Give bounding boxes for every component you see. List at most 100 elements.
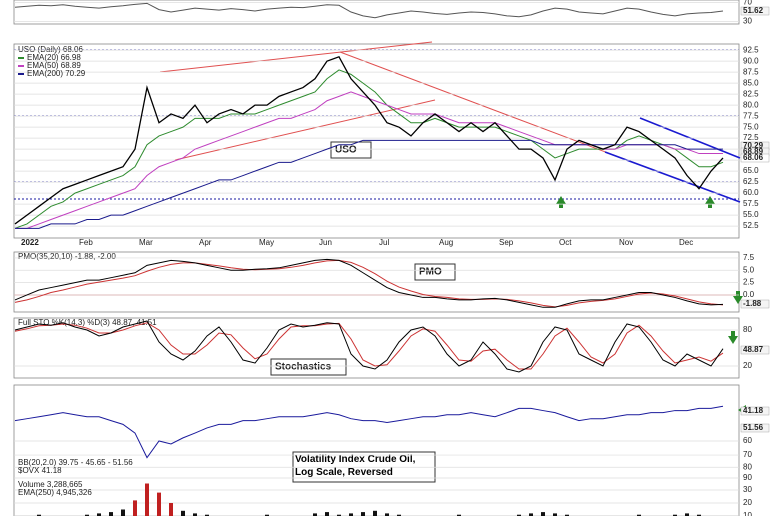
x-tick-label: Sep <box>499 238 514 247</box>
price-tag: 48.87 <box>743 345 764 354</box>
panel-title: PMO(35,20,10) -1.88, -2.00 <box>18 252 116 261</box>
y-tick-label: 60 <box>743 436 752 445</box>
x-tick-label: Oct <box>559 238 572 247</box>
y-tick-label: 90 <box>743 473 752 482</box>
price-tag-bg <box>740 299 770 309</box>
volume-bar <box>529 513 533 516</box>
legend-entry: EMA(50) 68.89 <box>27 61 81 70</box>
y-tick-label: 72.5 <box>743 133 759 142</box>
y-tick-label: 62.5 <box>743 177 759 186</box>
annotation: Volatility Index Crude Oil, Log Scale, R… <box>295 454 416 478</box>
volume-bar <box>541 512 545 516</box>
series-line <box>14 259 724 308</box>
legend-entry: EMA(250) 4,945,326 <box>18 488 92 497</box>
y-tick-label: 20 <box>743 361 752 370</box>
panel-frames <box>13 0 740 516</box>
y-tick-label: 30 <box>743 485 752 494</box>
y-tick-label: 30 <box>743 17 752 26</box>
volume-bar <box>133 500 137 516</box>
y-tick-label: 5.0 <box>743 265 755 274</box>
x-tick-label: Aug <box>439 238 453 247</box>
annotation-box <box>330 141 372 159</box>
series-line <box>14 55 724 225</box>
legend-entry: $OVX 41.18 <box>18 466 62 475</box>
volume-bar <box>109 512 113 516</box>
volume-bar <box>169 503 173 516</box>
x-tick-label: Apr <box>199 238 212 247</box>
volume-bar <box>157 492 161 516</box>
y-tick-label: 0.0 <box>743 290 755 299</box>
volume-bar <box>193 513 197 516</box>
volume-bar <box>361 512 365 516</box>
price-tag-bg <box>740 423 770 433</box>
price-tag-bg <box>740 345 770 355</box>
volume-bar <box>637 514 641 516</box>
volume-bar <box>205 514 209 516</box>
y-tick-label: 57.5 <box>743 199 759 208</box>
price-tag: 68.89 <box>743 147 764 156</box>
volume-bar <box>85 514 89 516</box>
legend-entry: EMA(200) 70.29 <box>27 69 86 78</box>
y-tick-label: 70 <box>743 0 752 7</box>
legend-entry: BB(20,2.0) 39.75 - 45.65 - 51.56 <box>18 458 133 467</box>
x-tick-label: Feb <box>79 238 93 247</box>
y-tick-label: 65.0 <box>743 166 759 175</box>
y-tick-label: 52.5 <box>743 221 759 230</box>
y-tick-label: 20 <box>743 498 752 507</box>
y-tick-label: 90.0 <box>743 56 759 65</box>
y-tick-label: 55.0 <box>743 210 759 219</box>
volume-bar <box>385 513 389 516</box>
legend-swatch <box>18 73 24 75</box>
volume-bar <box>553 513 557 516</box>
annotation: USO <box>335 145 357 156</box>
price-tag: 68.06 <box>743 153 764 162</box>
volume-bar <box>397 514 401 516</box>
volume-bar <box>457 514 461 516</box>
price-tag: -1.88 <box>743 299 762 308</box>
volume-bar <box>121 509 125 516</box>
price-tag-bg <box>740 153 770 163</box>
y-tick-label: 77.5 <box>743 111 759 120</box>
y-tick-label: 80 <box>743 462 752 471</box>
legend-swatch <box>18 57 24 59</box>
series-line <box>14 2 724 19</box>
volume-bar <box>673 514 677 516</box>
volume-bar <box>37 514 41 516</box>
y-tick-label: 75.0 <box>743 122 759 131</box>
panel-title: USO (Daily) 68.06 <box>18 45 83 54</box>
y-tick-label: 60.0 <box>743 188 759 197</box>
x-tick-label: Nov <box>619 238 633 247</box>
series-line <box>15 139 723 229</box>
y-tick-label: 92.5 <box>743 45 759 54</box>
price-tag-bg <box>740 406 770 416</box>
volume-bar <box>697 514 701 516</box>
x-tick-label: Mar <box>139 238 153 247</box>
price-tag: 51.56 <box>743 423 764 432</box>
x-tick-label: Jun <box>319 238 332 247</box>
y-tick-label: 87.5 <box>743 67 759 76</box>
price-tag: 41.18 <box>743 406 764 415</box>
volume-bar <box>517 514 521 516</box>
volume-bar <box>565 514 569 516</box>
annotation-wrap: Volatility Index Crude Oil, Log Scale, R… <box>295 454 416 478</box>
series-line <box>14 320 724 373</box>
volume-bar <box>145 483 149 516</box>
x-tick-label: May <box>259 238 274 247</box>
volume-bar <box>685 513 689 516</box>
annotation: PMO <box>419 267 442 278</box>
volume-bar <box>325 512 329 516</box>
annotation: Stochastics <box>275 362 332 373</box>
legend-entry: EMA(20) 66.98 <box>27 53 81 62</box>
annotation-box <box>414 263 456 281</box>
series-line <box>14 405 724 459</box>
volume-bar <box>97 513 101 516</box>
price-tag-bg <box>740 6 770 16</box>
y-tick-label: 10 <box>743 511 752 516</box>
volume-bar <box>349 513 353 516</box>
volume-bar <box>181 510 185 516</box>
volume-bar <box>337 514 341 516</box>
y-tick-label: 82.5 <box>743 89 759 98</box>
y-tick-label: 70 <box>743 450 752 459</box>
series-line <box>14 258 724 308</box>
